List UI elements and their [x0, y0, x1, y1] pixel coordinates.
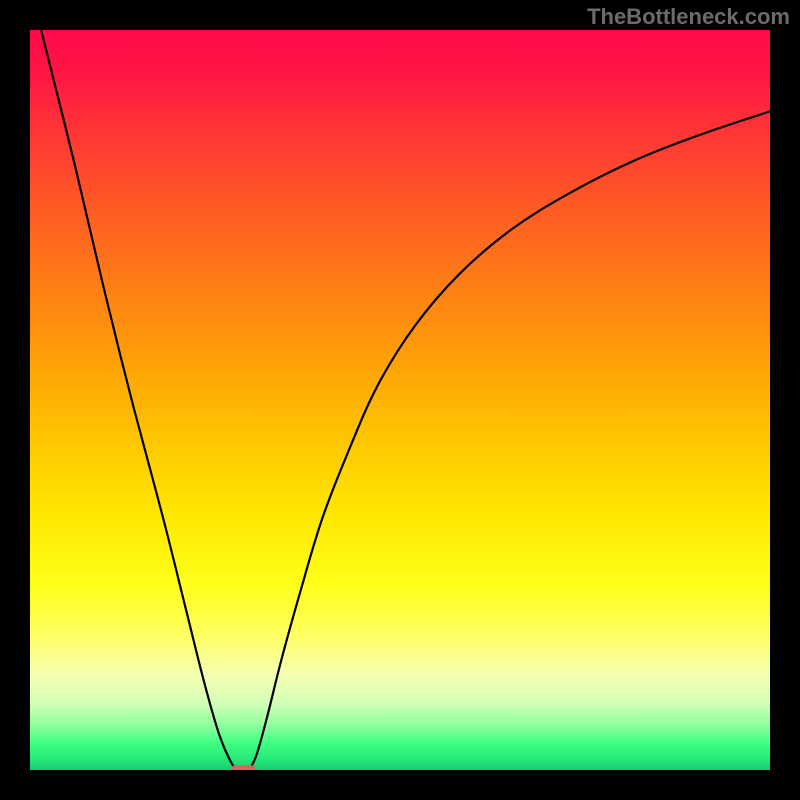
chart-canvas [0, 0, 800, 800]
watermark-text: TheBottleneck.com [587, 4, 790, 30]
gradient-background [30, 30, 770, 770]
